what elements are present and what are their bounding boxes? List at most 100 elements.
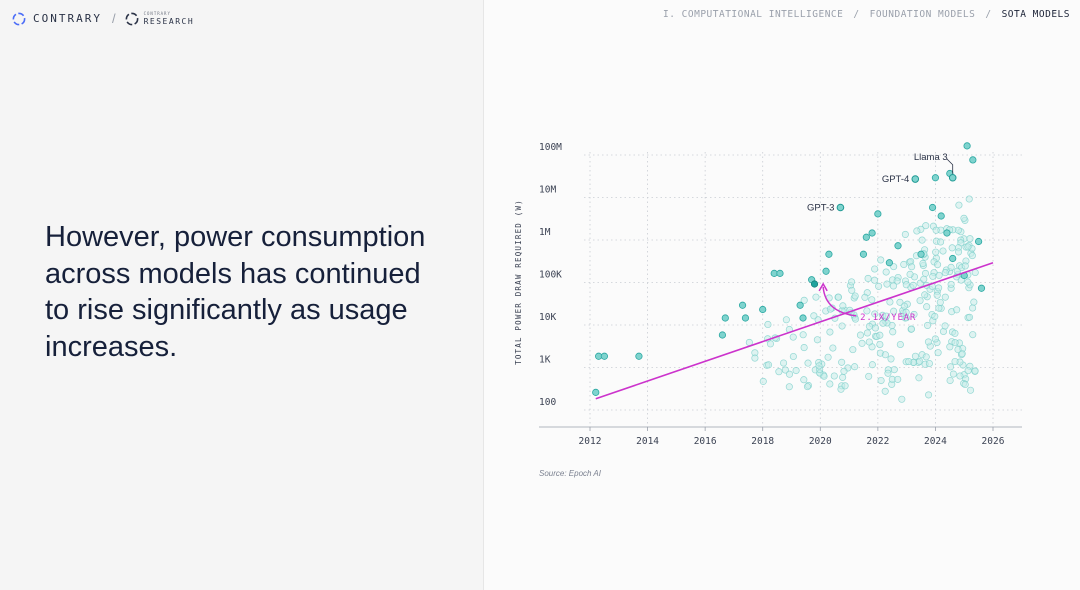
scatter-point — [898, 395, 906, 403]
scatter-point — [965, 195, 973, 203]
scatter-point — [848, 278, 856, 286]
scatter-point — [961, 262, 969, 270]
left-panel: CONTRARY / CONTRARY RESEARCH However, po… — [0, 0, 483, 590]
scatter-point — [946, 363, 955, 371]
scatter-point — [868, 296, 876, 304]
scatter-point — [864, 274, 872, 282]
scatter-point — [941, 293, 949, 301]
scatter-point-notable — [738, 301, 747, 309]
scatter-point — [939, 247, 947, 255]
scatter-point — [848, 286, 856, 294]
scatter-point-notable — [975, 237, 983, 246]
scatter-point — [766, 340, 775, 348]
y-axis: 100 1K 10K 100K 1M 10M 100M TOTAL POWER DRAW RE… — [514, 142, 562, 408]
scatter-point-notable — [776, 269, 784, 277]
scatter-point — [893, 277, 901, 285]
scatter-point-notable — [868, 229, 876, 237]
scatter-point — [881, 351, 889, 359]
point-gpt-4 — [911, 175, 920, 183]
scatter-point — [922, 353, 930, 361]
breadcrumb-item-computational-intelligence[interactable]: I. COMPUTATIONAL INTELLIGENCE — [663, 9, 844, 20]
scatter-point — [923, 321, 932, 329]
scatter-point-notable — [977, 284, 986, 292]
power-draw-chart: 100 1K 10K 100K 1M 10M 100M TOTAL POWER DRAW RE… — [514, 142, 1022, 447]
scatter-point — [883, 280, 891, 288]
scatter-point — [931, 335, 939, 343]
scatter-point-notable — [825, 250, 833, 258]
scatter-point — [902, 308, 910, 316]
scatter-point-notable — [969, 156, 977, 164]
scatter-point — [936, 298, 944, 306]
label-llama-3: Llama 3 — [914, 152, 948, 163]
scatter-point — [889, 328, 897, 336]
scatter-points — [592, 142, 986, 403]
scatter-point — [871, 265, 879, 273]
scatter-point — [951, 339, 959, 347]
scatter-point-notable — [592, 388, 600, 396]
brand-slash: / — [111, 11, 116, 26]
x-tick-label: 2020 — [809, 436, 832, 447]
scatter-point — [803, 383, 812, 391]
scatter-point — [826, 305, 834, 313]
scatter-point — [961, 380, 969, 389]
breadcrumb: I. COMPUTATIONAL INTELLIGENCE / FOUNDATI… — [663, 9, 1070, 20]
y-tick-label: 100 — [539, 397, 556, 408]
scatter-point — [877, 376, 885, 385]
y-tick-label: 10K — [539, 312, 556, 323]
scatter-point — [826, 328, 834, 336]
scatter-point-notable — [600, 352, 608, 360]
scatter-point — [789, 333, 797, 341]
scatter-point — [858, 339, 866, 347]
scatter-point — [865, 338, 873, 346]
scatter-point — [946, 376, 954, 385]
scatter-point — [931, 312, 939, 320]
scatter-point — [915, 374, 923, 382]
scatter-point — [785, 370, 794, 378]
scatter-point — [907, 325, 916, 333]
scatter-point — [913, 227, 921, 235]
breadcrumb-item-sota-models[interactable]: SOTA MODELS — [1001, 9, 1070, 20]
scatter-point — [865, 322, 873, 330]
scatter-point — [955, 248, 963, 256]
brand-name: CONTRARY — [33, 12, 102, 25]
scatter-point — [856, 331, 865, 339]
growth-label: 2.1X/YEAR — [860, 313, 916, 323]
scatter-point — [882, 268, 890, 276]
scatter-point — [937, 238, 945, 246]
scatter-point — [871, 324, 879, 332]
scatter-point — [954, 345, 962, 354]
scatter-point — [911, 352, 919, 360]
scatter-point — [759, 377, 767, 385]
scatter-point — [910, 310, 918, 318]
scatter-point — [955, 201, 963, 209]
breadcrumb-item-foundation-models[interactable]: FOUNDATION MODELS — [869, 9, 976, 20]
scatter-point — [820, 372, 828, 380]
chart-grid — [584, 152, 1022, 427]
brand[interactable]: CONTRARY / CONTRARY RESEARCH — [12, 11, 194, 26]
scatter-point — [958, 350, 966, 358]
scatter-point — [863, 329, 871, 337]
scatter-point — [782, 316, 790, 324]
scatter-point — [921, 269, 930, 277]
scatter-point — [966, 235, 974, 243]
right-panel — [484, 0, 1080, 590]
scatter-point-notable — [721, 314, 729, 322]
scatter-point — [964, 278, 972, 286]
scatter-point-key — [810, 280, 819, 288]
scatter-point — [792, 366, 800, 375]
scatter-point — [896, 340, 904, 349]
x-tick-label: 2024 — [924, 436, 947, 447]
growth-arrow — [822, 286, 857, 317]
scatter-point — [764, 361, 773, 369]
scatter-point — [865, 372, 873, 380]
scatter-point-notable — [963, 142, 971, 150]
scatter-point — [841, 382, 849, 390]
headline: However, power consumption across models… — [45, 221, 426, 363]
point-llama-3 — [948, 173, 957, 182]
scatter-point — [934, 261, 942, 269]
scatter-point — [799, 331, 807, 339]
scatter-point — [947, 280, 955, 288]
y-tick-label: 10M — [539, 185, 556, 196]
scatter-point — [851, 363, 859, 371]
x-tick-label: 2014 — [636, 436, 659, 447]
